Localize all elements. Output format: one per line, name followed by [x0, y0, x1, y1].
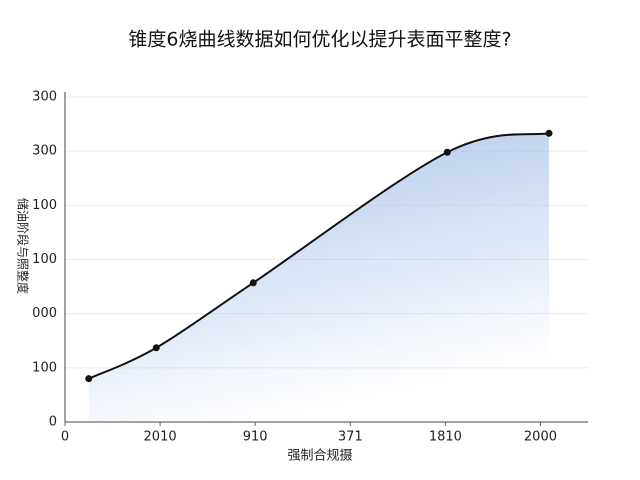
line	[88, 132, 550, 380]
point	[443, 148, 451, 156]
y-tick-label: 000	[32, 306, 57, 321]
y-tick-label: 100	[32, 198, 57, 213]
x-tick-label: 2000	[524, 430, 557, 445]
point	[85, 375, 93, 383]
area	[88, 133, 550, 422]
x-tick-label: 910	[243, 430, 268, 445]
x-axis-label: 强制合规摄	[287, 449, 352, 464]
point	[545, 129, 553, 137]
point	[249, 279, 257, 287]
y-tick-label: 300	[32, 90, 57, 105]
x-tick-label: 371	[338, 430, 363, 445]
x-tick-label: 0	[61, 430, 69, 445]
point	[152, 344, 160, 352]
x-tick-label: 2010	[144, 430, 177, 445]
y-tick-label: 300	[32, 144, 57, 159]
chart-title: 锥度6烧曲线数据如何优化以提升表面平整度?	[128, 29, 511, 51]
y-tick-label: 100	[32, 360, 57, 375]
x-tick-label: 1810	[429, 430, 462, 445]
y-tick-label: 100	[32, 252, 57, 267]
y-axis-label: 储油阶段与照整度	[16, 198, 31, 294]
y-tick-label: 0	[49, 415, 57, 430]
